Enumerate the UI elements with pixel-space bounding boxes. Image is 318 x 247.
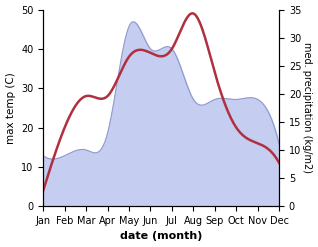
X-axis label: date (month): date (month) [120, 231, 202, 242]
Y-axis label: max temp (C): max temp (C) [5, 72, 16, 144]
Y-axis label: med. precipitation (kg/m2): med. precipitation (kg/m2) [302, 42, 313, 173]
